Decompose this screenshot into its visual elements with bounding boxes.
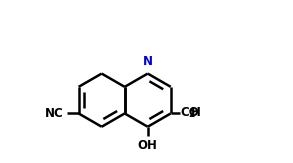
Text: OH: OH bbox=[138, 139, 158, 152]
Text: H: H bbox=[191, 106, 201, 119]
Text: NC: NC bbox=[45, 107, 64, 120]
Text: N: N bbox=[143, 55, 153, 68]
Text: CO: CO bbox=[180, 106, 199, 119]
Text: 2: 2 bbox=[189, 110, 195, 119]
